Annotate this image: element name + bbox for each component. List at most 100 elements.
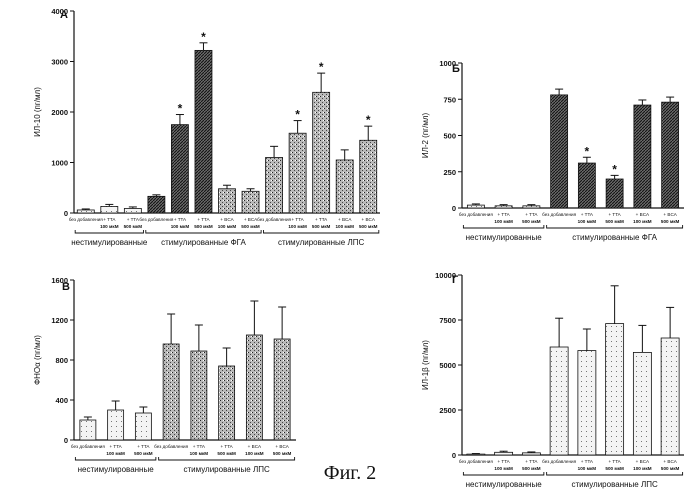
- category-label: + BCA: [244, 217, 258, 222]
- bar: [289, 133, 306, 213]
- bar: [467, 205, 484, 208]
- y-tick-label: 0: [452, 451, 456, 460]
- bar: [633, 352, 651, 455]
- category-label-dose: 500 мкМ: [217, 451, 236, 456]
- category-label: + BCA: [362, 217, 376, 222]
- category-label: + TTA: [292, 217, 305, 222]
- category-label-dose: 500 мкМ: [124, 224, 143, 229]
- bar: [77, 210, 94, 213]
- category-label-dose: 500 мкМ: [605, 219, 624, 224]
- bar: [219, 189, 236, 213]
- category-label-dose: 500 мкМ: [273, 451, 292, 456]
- bar: [495, 206, 512, 208]
- bar: [246, 335, 262, 440]
- group-label: нестимулированные: [71, 238, 148, 247]
- category-label-dose: 500 мкМ: [194, 224, 213, 229]
- group-label: стимулированные ФГА: [161, 238, 246, 247]
- group-label: стимулированные ЛПС: [278, 238, 364, 247]
- category-label: + BCA: [220, 217, 234, 222]
- category-label: + TTA: [609, 212, 622, 217]
- group-bracket: [263, 230, 378, 233]
- y-tick-label: 0: [64, 436, 68, 445]
- y-tick-label: 800: [55, 356, 68, 365]
- bar: [108, 410, 124, 440]
- category-label: без добавления: [154, 444, 188, 449]
- bar: [101, 206, 118, 213]
- category-label-dose: 100 мкМ: [288, 224, 307, 229]
- y-tick-label: 1000: [51, 159, 68, 168]
- bar: [522, 453, 540, 455]
- category-label-dose: 500 мкМ: [241, 224, 260, 229]
- category-label: + BCA: [338, 217, 352, 222]
- chart-panel-3: В040080012001600ФНОα (пг/мл)без добавлен…: [33, 276, 296, 474]
- group-bracket: [547, 225, 683, 228]
- category-label-dose: 100 мкМ: [106, 451, 125, 456]
- category-label: + TTA: [103, 217, 116, 222]
- category-label: + TTA: [315, 217, 328, 222]
- category-label-dose: 500 мкМ: [359, 224, 378, 229]
- category-label-dose: 100 мкМ: [190, 451, 209, 456]
- bar: [242, 191, 259, 213]
- y-tick-label: 750: [443, 95, 456, 104]
- category-label-dose: 100 мкМ: [245, 451, 264, 456]
- category-label-dose: 100 мкМ: [100, 224, 119, 229]
- y-tick-label: 4000: [51, 7, 68, 16]
- category-label-dose: 100 мкМ: [171, 224, 190, 229]
- category-label: + BCA: [248, 444, 262, 449]
- bar: [274, 339, 290, 440]
- bar: [662, 102, 679, 208]
- category-label-dose: 100 мкМ: [633, 219, 652, 224]
- category-label: + TTA: [193, 444, 206, 449]
- category-label: + TTA: [221, 444, 234, 449]
- bar: [163, 344, 179, 440]
- figure-2: А01000200030004000ИЛ-10 (пг/мл)без добав…: [0, 0, 700, 494]
- bar: [360, 140, 377, 213]
- category-label-dose: 500 мкМ: [522, 219, 541, 224]
- category-label: + TTA: [581, 212, 594, 217]
- bar: [195, 50, 212, 213]
- category-label: + BCA: [275, 444, 289, 449]
- bar: [313, 92, 330, 213]
- bar: [578, 163, 595, 208]
- bar: [551, 95, 568, 208]
- bar: [171, 125, 188, 213]
- chart-panel-2: Б02505007501000ИЛ-2 (пг/мл)без добавлени…: [421, 59, 684, 242]
- category-label: + TTA: [498, 212, 511, 217]
- group-bracket: [146, 230, 261, 233]
- y-axis-label: ИЛ-10 (пг/мл): [33, 87, 42, 137]
- y-tick-label: 1000: [439, 59, 456, 68]
- category-label-dose: 100 мкМ: [218, 224, 237, 229]
- significance-marker: *: [585, 144, 590, 158]
- y-axis-label: ИЛ-2 (пг/мл): [421, 113, 430, 159]
- y-axis-label: ФНОα (пг/мл): [33, 335, 42, 385]
- bar: [661, 338, 679, 455]
- bar: [191, 351, 207, 440]
- category-label: без добавления: [542, 212, 576, 217]
- significance-marker: *: [366, 113, 371, 127]
- y-tick-label: 1600: [51, 276, 68, 285]
- category-label: + TTA: [197, 217, 210, 222]
- bar: [606, 179, 623, 208]
- y-tick-label: 2000: [51, 108, 68, 117]
- significance-marker: *: [178, 102, 183, 116]
- category-label: без добавления: [71, 444, 105, 449]
- chart-panel-4: Г025005000750010000ИЛ-1β (пг/мл)без доба…: [421, 271, 684, 489]
- y-tick-label: 1200: [51, 316, 68, 325]
- category-label: + BCA: [663, 212, 677, 217]
- y-tick-label: 10000: [435, 271, 456, 280]
- category-label-dose: 500 мкМ: [134, 451, 153, 456]
- bar: [124, 208, 141, 213]
- y-tick-label: 500: [443, 132, 456, 141]
- y-tick-label: 5000: [439, 361, 456, 370]
- y-tick-label: 2500: [439, 406, 456, 415]
- bar: [495, 452, 513, 455]
- bar: [336, 160, 353, 213]
- bar: [606, 324, 624, 455]
- category-label-dose: 500 мкМ: [312, 224, 331, 229]
- category-label-dose: 100 мкМ: [494, 219, 513, 224]
- y-tick-label: 7500: [439, 316, 456, 325]
- category-label: + BCA: [636, 212, 650, 217]
- y-tick-label: 0: [64, 209, 68, 218]
- y-tick-label: 400: [55, 396, 68, 405]
- group-label: нестимулированные: [466, 233, 543, 242]
